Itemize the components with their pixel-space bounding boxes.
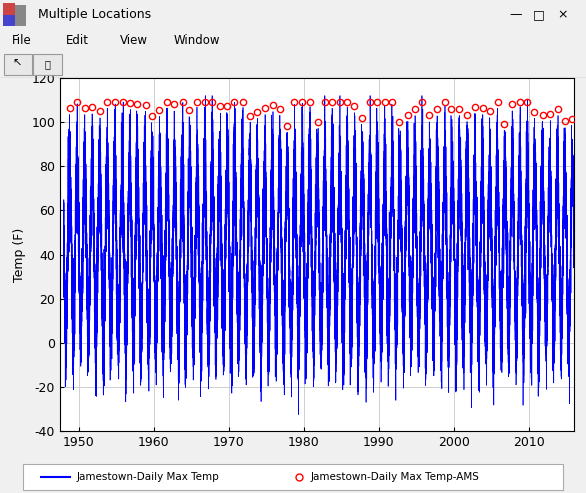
Text: Jamestown-Daily Max Temp-AMS: Jamestown-Daily Max Temp-AMS (311, 472, 479, 482)
Text: Edit: Edit (66, 35, 88, 47)
Text: ×: × (557, 8, 568, 22)
Text: ↖: ↖ (13, 59, 22, 69)
Bar (3, 3, 15, 15)
Text: 🔍: 🔍 (45, 59, 50, 69)
FancyBboxPatch shape (4, 54, 32, 74)
Text: Window: Window (173, 35, 220, 47)
Bar (23, 464, 563, 490)
Text: —: — (509, 8, 522, 22)
Text: View: View (120, 35, 148, 47)
Text: File: File (12, 35, 32, 47)
Text: Multiple Locations: Multiple Locations (38, 8, 151, 21)
Y-axis label: Temp (F): Temp (F) (13, 227, 26, 282)
Text: □: □ (533, 8, 545, 22)
FancyBboxPatch shape (33, 54, 62, 74)
Bar (3, 15, 15, 26)
Text: Jamestown-Daily Max Temp: Jamestown-Daily Max Temp (76, 472, 219, 482)
Bar (3, 4, 26, 26)
